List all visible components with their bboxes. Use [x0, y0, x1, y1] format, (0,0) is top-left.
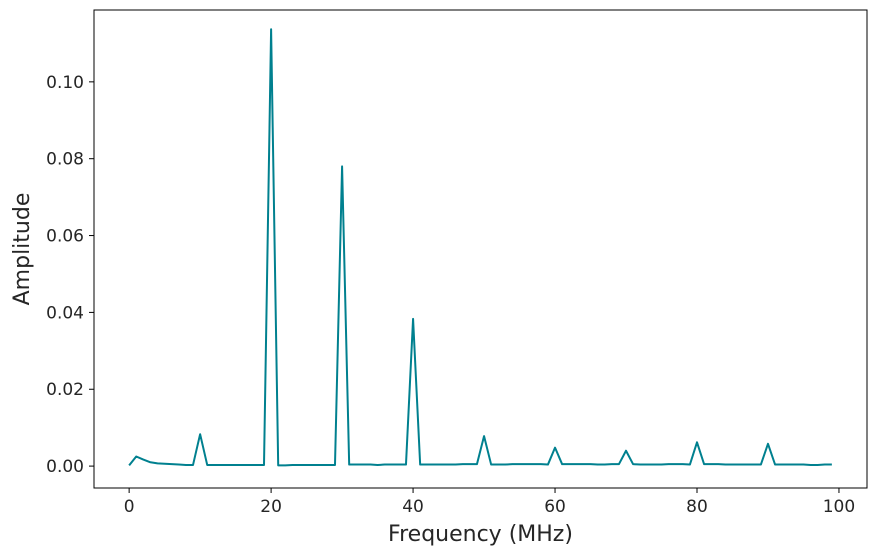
plot-area: [94, 10, 867, 488]
y-tick-label: 0.08: [46, 150, 84, 170]
y-tick-label: 0.00: [46, 457, 84, 477]
y-axis-label: Amplitude: [10, 193, 35, 306]
x-axis-label: Frequency (MHz): [388, 522, 573, 547]
series-line: [128, 28, 832, 467]
y-tick-label: 0.02: [46, 380, 84, 400]
x-tick-label: 60: [544, 497, 566, 517]
x-tick-label: 100: [823, 497, 855, 517]
y-tick-label: 0.10: [46, 73, 84, 93]
plot-frame: [93, 9, 868, 489]
y-tick-label: 0.06: [46, 227, 84, 247]
x-axis-ticks: 0 20 40 60 80 100: [124, 488, 855, 517]
y-tick-label: 0.04: [46, 303, 84, 323]
x-tick-label: 40: [402, 497, 424, 517]
y-axis-ticks: 0.00 0.02 0.04 0.06 0.08 0.10: [46, 73, 94, 477]
x-tick-label: 0: [124, 497, 135, 517]
x-tick-label: 20: [260, 497, 282, 517]
x-tick-label: 80: [686, 497, 708, 517]
